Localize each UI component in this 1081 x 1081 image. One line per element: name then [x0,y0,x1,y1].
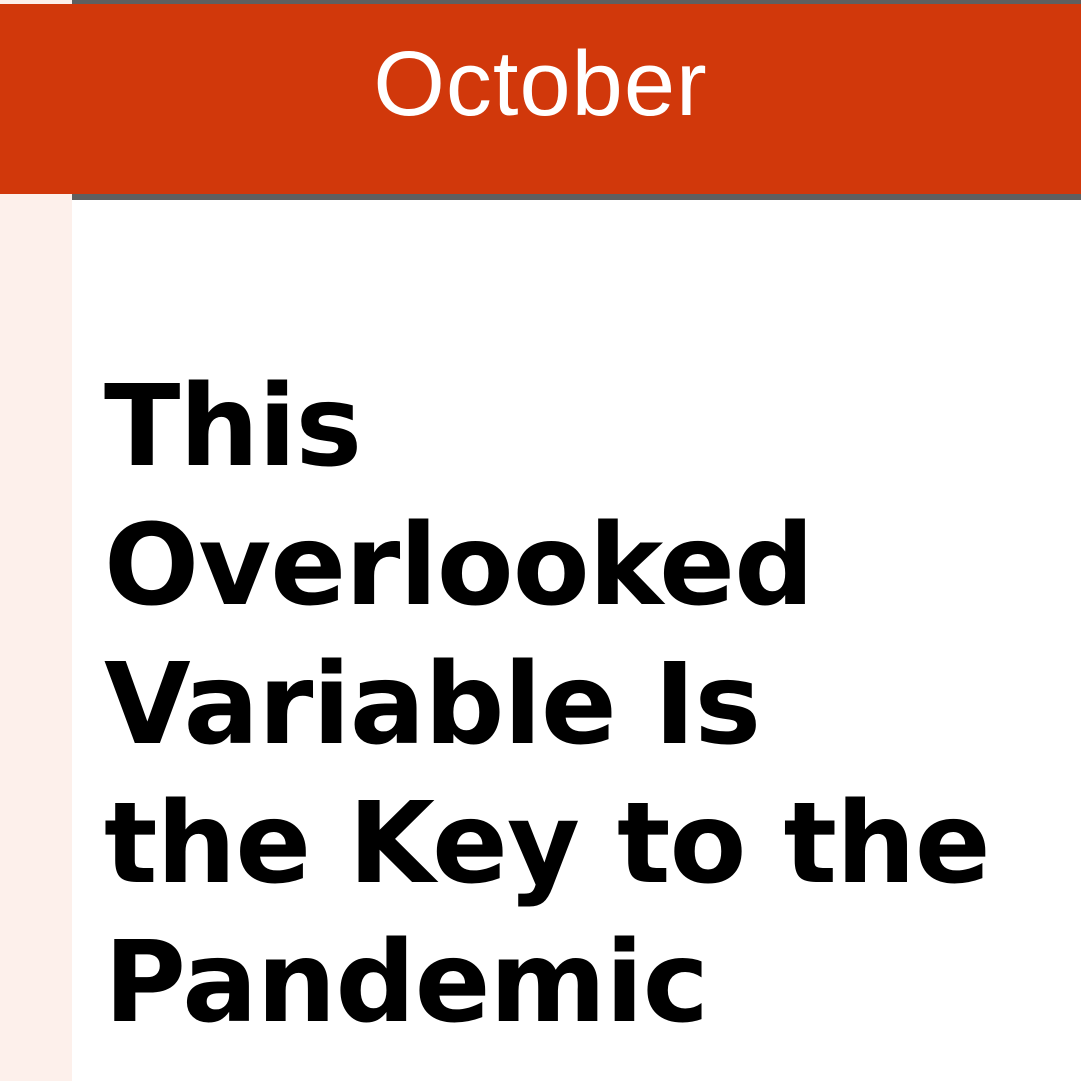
month-label: October [373,32,708,135]
month-header: October [0,0,1081,200]
article-headline: This Overlooked Variable Is the Key to t… [104,362,991,1048]
